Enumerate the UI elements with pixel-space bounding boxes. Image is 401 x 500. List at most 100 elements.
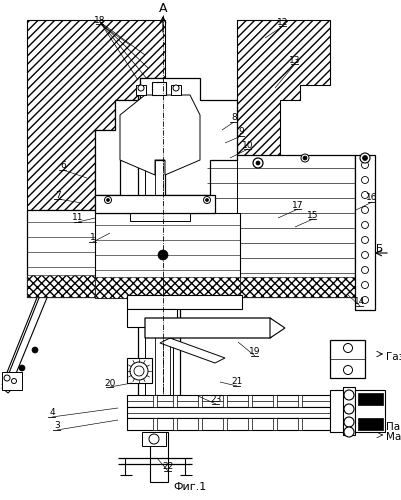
Text: Пар: Пар <box>385 422 401 432</box>
Bar <box>127 395 354 407</box>
Text: 16: 16 <box>365 194 377 202</box>
Circle shape <box>343 390 353 400</box>
Circle shape <box>255 161 259 165</box>
Bar <box>357 393 382 405</box>
Bar <box>95 213 239 298</box>
Bar <box>329 390 343 432</box>
Circle shape <box>360 162 368 168</box>
Circle shape <box>343 427 353 437</box>
Bar <box>247 395 251 407</box>
Bar <box>125 205 194 213</box>
Bar <box>127 407 354 418</box>
Bar <box>223 395 227 407</box>
Circle shape <box>360 192 368 198</box>
Text: 20: 20 <box>104 378 115 388</box>
Bar <box>127 309 176 327</box>
Circle shape <box>252 158 262 168</box>
Text: 10: 10 <box>242 140 253 149</box>
Polygon shape <box>27 20 164 210</box>
Circle shape <box>360 176 368 184</box>
Bar <box>2 372 22 390</box>
Bar <box>153 395 157 407</box>
Circle shape <box>205 198 208 202</box>
Bar <box>357 418 382 430</box>
Bar <box>150 432 168 482</box>
Text: А: А <box>158 2 167 15</box>
Text: 4: 4 <box>49 408 55 418</box>
Text: 11: 11 <box>72 214 83 222</box>
Text: Фиг.1: Фиг.1 <box>173 482 206 492</box>
Bar <box>207 277 354 297</box>
Text: 17: 17 <box>292 200 303 209</box>
Polygon shape <box>237 20 329 160</box>
Circle shape <box>342 344 352 352</box>
Text: 19: 19 <box>249 348 260 356</box>
Text: 15: 15 <box>306 210 318 220</box>
Bar <box>272 418 276 430</box>
Text: 1: 1 <box>90 234 95 242</box>
Bar <box>172 418 176 430</box>
Bar <box>342 387 354 435</box>
Circle shape <box>360 296 368 304</box>
Circle shape <box>360 282 368 288</box>
Circle shape <box>19 365 25 371</box>
Bar <box>152 82 166 95</box>
Circle shape <box>343 417 353 427</box>
Bar <box>136 85 146 95</box>
Bar <box>127 418 354 430</box>
Circle shape <box>203 196 210 203</box>
Circle shape <box>32 347 38 353</box>
Bar <box>247 418 251 430</box>
Circle shape <box>360 236 368 244</box>
Circle shape <box>359 153 369 163</box>
Circle shape <box>138 85 144 91</box>
Text: 18: 18 <box>94 16 105 24</box>
Text: 12: 12 <box>277 18 288 26</box>
Circle shape <box>149 434 159 444</box>
Bar <box>297 418 301 430</box>
Circle shape <box>360 252 368 258</box>
Circle shape <box>360 266 368 274</box>
Polygon shape <box>2 378 18 393</box>
Text: 21: 21 <box>231 378 242 386</box>
Bar <box>142 432 166 446</box>
Bar <box>354 390 384 432</box>
Bar <box>198 395 201 407</box>
Bar <box>95 195 215 213</box>
Text: Мазут: Мазут <box>385 432 401 442</box>
Circle shape <box>343 404 353 414</box>
Text: 7: 7 <box>55 190 61 200</box>
Bar <box>27 275 127 297</box>
Text: 6: 6 <box>60 162 66 170</box>
Circle shape <box>134 366 144 376</box>
Circle shape <box>4 375 10 381</box>
Bar <box>170 85 180 95</box>
Text: 8: 8 <box>231 114 236 122</box>
Circle shape <box>172 85 178 91</box>
Bar <box>127 295 241 309</box>
Circle shape <box>360 206 368 214</box>
Bar <box>95 277 239 298</box>
Bar <box>354 155 374 310</box>
Circle shape <box>12 378 16 384</box>
Text: 3: 3 <box>54 422 60 430</box>
Circle shape <box>362 156 367 160</box>
Polygon shape <box>269 318 284 338</box>
Bar <box>127 358 152 383</box>
Bar <box>198 418 201 430</box>
Circle shape <box>158 250 168 260</box>
Bar <box>207 155 354 297</box>
Polygon shape <box>120 95 200 175</box>
Polygon shape <box>95 78 237 195</box>
Text: Б: Б <box>375 244 382 254</box>
Text: Газ: Газ <box>385 352 401 362</box>
Bar <box>172 395 176 407</box>
Circle shape <box>302 156 306 160</box>
Circle shape <box>342 366 352 374</box>
Text: 22: 22 <box>162 462 173 471</box>
Bar <box>297 395 301 407</box>
Text: 13: 13 <box>289 56 300 64</box>
Bar <box>153 418 157 430</box>
Bar <box>329 340 364 378</box>
Circle shape <box>360 222 368 228</box>
